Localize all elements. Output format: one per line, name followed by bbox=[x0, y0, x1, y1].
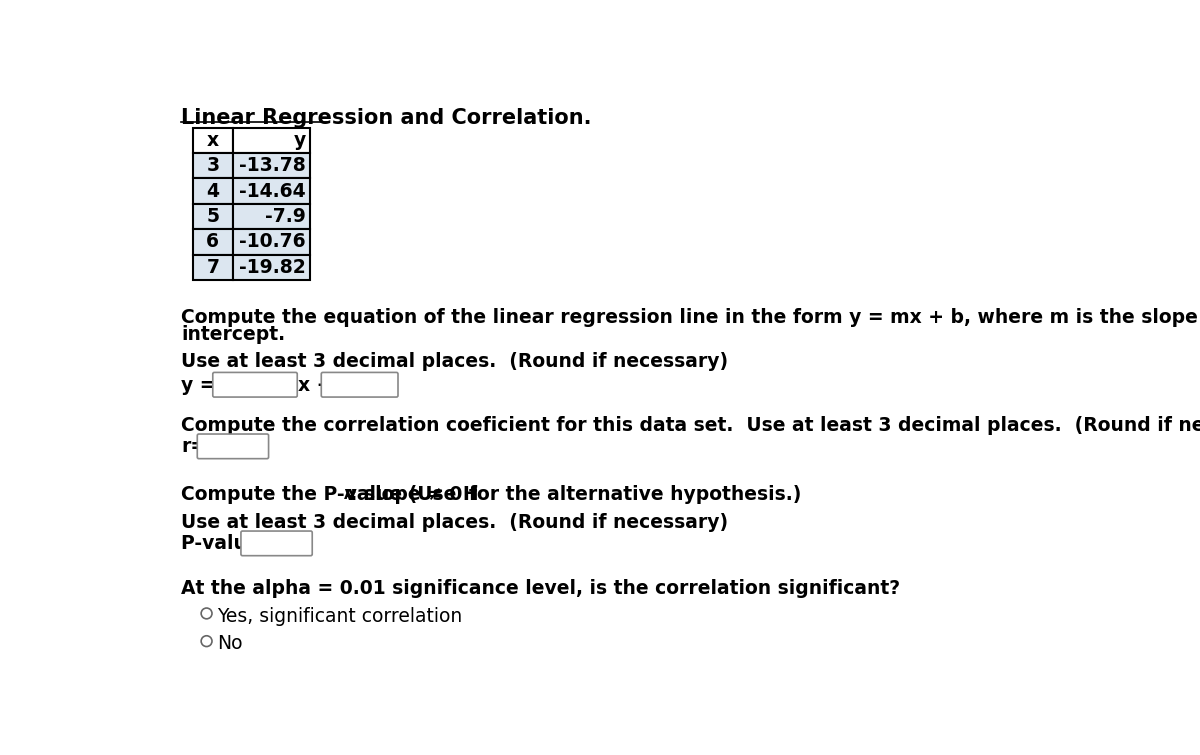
Text: 4: 4 bbox=[206, 182, 220, 201]
FancyBboxPatch shape bbox=[212, 372, 298, 397]
Text: P-value =: P-value = bbox=[181, 534, 282, 553]
Text: Yes, significant correlation: Yes, significant correlation bbox=[217, 606, 463, 625]
Text: Use at least 3 decimal places.  (Round if necessary): Use at least 3 decimal places. (Round if… bbox=[181, 353, 728, 371]
Bar bbox=[193, 254, 233, 280]
Bar bbox=[233, 128, 311, 153]
Text: -7.9: -7.9 bbox=[265, 207, 306, 226]
FancyBboxPatch shape bbox=[322, 372, 398, 397]
Bar bbox=[193, 178, 233, 204]
Bar bbox=[193, 204, 233, 230]
FancyBboxPatch shape bbox=[241, 531, 312, 556]
Text: Compute the P-value (Use H: Compute the P-value (Use H bbox=[181, 485, 479, 504]
Text: Compute the correlation coeficient for this data set.  Use at least 3 decimal pl: Compute the correlation coeficient for t… bbox=[181, 415, 1200, 435]
Bar bbox=[193, 230, 233, 254]
Text: x: x bbox=[206, 131, 218, 149]
Text: Linear Regression and Correlation.: Linear Regression and Correlation. bbox=[181, 107, 592, 128]
Text: -19.82: -19.82 bbox=[239, 257, 306, 277]
Bar bbox=[233, 204, 311, 230]
Text: 7: 7 bbox=[206, 257, 220, 277]
Bar bbox=[233, 254, 311, 280]
Text: intercept.: intercept. bbox=[181, 325, 286, 344]
Text: -14.64: -14.64 bbox=[239, 182, 306, 201]
FancyBboxPatch shape bbox=[197, 434, 269, 458]
Text: No: No bbox=[217, 634, 242, 653]
Text: 6: 6 bbox=[206, 233, 220, 251]
Text: -10.76: -10.76 bbox=[239, 233, 306, 251]
Text: x +: x + bbox=[298, 375, 332, 395]
Text: A: A bbox=[344, 488, 355, 502]
Bar bbox=[233, 230, 311, 254]
Text: r=: r= bbox=[181, 437, 206, 456]
Text: y: y bbox=[294, 131, 306, 149]
Bar bbox=[193, 128, 233, 153]
Text: At the alpha = 0.01 significance level, is the correlation significant?: At the alpha = 0.01 significance level, … bbox=[181, 579, 900, 598]
Bar bbox=[193, 153, 233, 178]
Text: Use at least 3 decimal places.  (Round if necessary): Use at least 3 decimal places. (Round if… bbox=[181, 513, 728, 532]
Text: y =: y = bbox=[181, 375, 216, 395]
Text: Compute the equation of the linear regression line in the form y = mx + b, where: Compute the equation of the linear regre… bbox=[181, 308, 1200, 327]
Bar bbox=[233, 153, 311, 178]
Text: : slope ≠ 0 for the alternative hypothesis.): : slope ≠ 0 for the alternative hypothes… bbox=[349, 485, 802, 504]
Bar bbox=[233, 178, 311, 204]
Text: 3: 3 bbox=[206, 156, 220, 175]
Text: -13.78: -13.78 bbox=[239, 156, 306, 175]
Text: 5: 5 bbox=[206, 207, 220, 226]
